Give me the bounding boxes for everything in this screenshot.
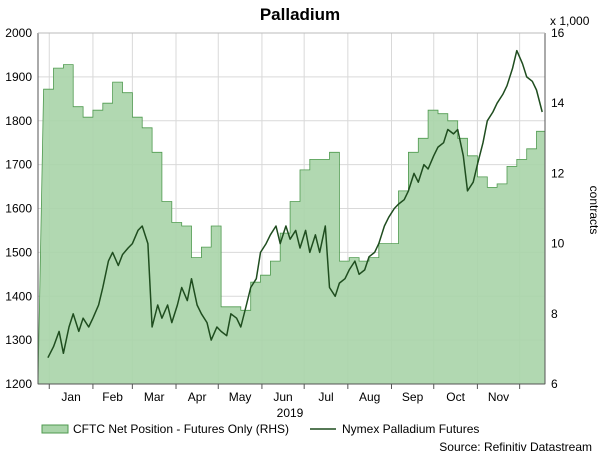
y-left-tick-label: 1900 [5,70,32,84]
x-tick-label-sep: Sep [402,390,424,404]
legend-swatch-cftc [41,424,69,434]
y-left-tick-label: 1300 [5,333,32,347]
source-note: Source: Refinitiv Datastream [439,440,592,454]
x-tick-label-feb: Feb [102,390,123,404]
y2-axis-label: contracts [587,186,600,235]
area-series-cftc-net-position [37,64,546,385]
y-right-tick-label: 8 [551,307,558,321]
x-tick-label-jan: Jan [61,390,80,404]
y-right-tick-label: 10 [551,237,565,251]
legend-label-cftc: CFTC Net Position - Futures Only (RHS) [73,422,289,436]
y-left-tick-label: 1400 [5,289,32,303]
line-series-nymex-palladium [47,49,543,359]
y2-multiplier-label: x 1,000 [550,14,590,28]
x-tick-label-may: May [229,390,252,404]
x-tick-label-mar: Mar [144,390,165,404]
legend: CFTC Net Position - Futures Only (RHS) N… [41,422,479,436]
x-tick-label-oct: Oct [446,390,465,404]
x-tick-label-jun: Jun [273,390,292,404]
x-tick-label-apr: Apr [188,390,207,404]
plot-area: 1200 1300 1400 1500 1600 1700 1800 1900 2000 6 8 10… [5,26,564,404]
y-right-tick-label: 16 [551,26,565,40]
chart-title: Palladium [260,5,340,24]
y-left-tick-label: 1700 [5,158,32,172]
y-left-tick-label: 2000 [5,26,32,40]
x-tick-label-jul: Jul [318,390,333,404]
year-label: 2019 [277,406,304,420]
y-left-tick-label: 1500 [5,245,32,259]
y-left-tick-label: 1600 [5,202,32,216]
y-right-tick-label: 6 [551,377,558,391]
y-left-tick-label: 1200 [5,377,32,391]
x-tick-label-nov: Nov [488,390,509,404]
y-right-tick-label: 14 [551,96,565,110]
x-tick-label-aug: Aug [359,390,380,404]
y-left-tick-label: 1800 [5,114,32,128]
legend-label-nymex: Nymex Palladium Futures [342,422,479,436]
y-right-tick-label: 12 [551,166,565,180]
